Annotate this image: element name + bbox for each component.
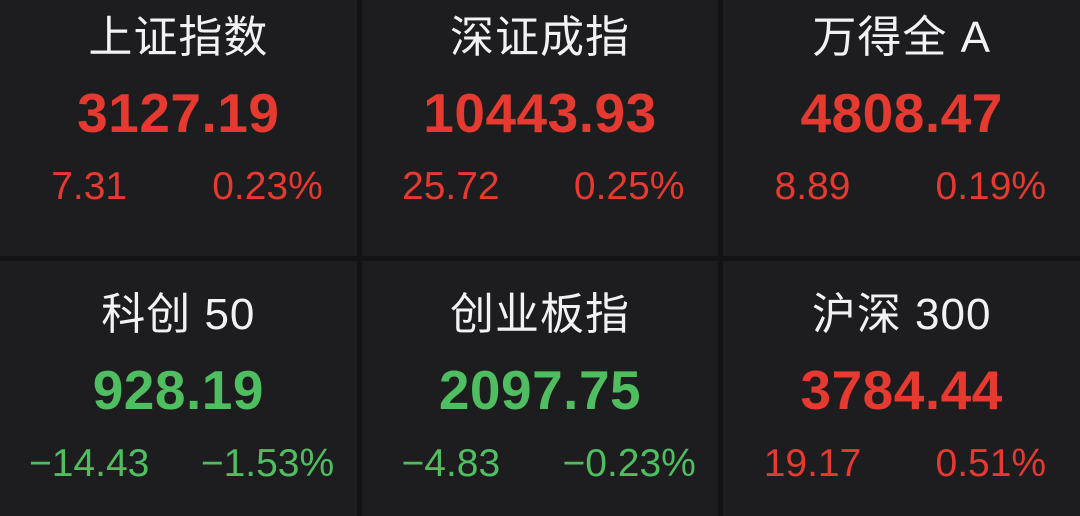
index-change: 7.31 (51, 164, 128, 208)
index-name: 沪深 300 (811, 290, 992, 340)
index-card-content: 科创 50 928.19 −14.43 −1.53% (0, 290, 357, 484)
index-name: 上证指数 (88, 12, 269, 62)
index-card-shanghai-composite[interactable]: 上证指数 3127.19 7.31 0.23% (0, 0, 357, 256)
index-change-percent: −1.53% (200, 442, 335, 486)
index-change-row: −4.83 −0.23% (362, 444, 719, 483)
index-value: 4808.47 (800, 81, 1003, 144)
index-change: −14.43 (28, 442, 150, 486)
index-value: 10443.93 (423, 81, 657, 144)
index-name: 万得全 A (812, 12, 991, 62)
index-card-chinext[interactable]: 创业板指 2097.75 −4.83 −0.23% (361, 260, 719, 516)
index-change-percent: −0.23% (562, 442, 696, 486)
index-change-row: 8.89 0.19% (723, 167, 1080, 206)
index-value: 2097.75 (438, 359, 642, 422)
index-card-content: 创业板指 2097.75 −4.83 −0.23% (362, 290, 719, 484)
index-change: 19.17 (763, 442, 862, 486)
index-value: 3784.44 (800, 359, 1003, 422)
index-card-csi-300[interactable]: 沪深 300 3784.44 19.17 0.51% (723, 260, 1080, 516)
index-change-row: −14.43 −1.53% (0, 444, 357, 483)
index-card-content: 深证成指 10443.93 25.72 0.25% (362, 12, 719, 206)
index-change: 8.89 (774, 164, 851, 208)
index-change-row: 25.72 0.25% (362, 167, 719, 206)
index-change: −4.83 (401, 442, 501, 486)
index-value: 928.19 (92, 359, 264, 422)
index-change-row: 19.17 0.51% (723, 444, 1080, 483)
index-card-shenzhen-component[interactable]: 深证成指 10443.93 25.72 0.25% (361, 0, 719, 256)
index-card-content: 万得全 A 4808.47 8.89 0.19% (723, 12, 1080, 206)
index-change-percent: 0.19% (935, 164, 1047, 208)
index-card-wind-all-a[interactable]: 万得全 A 4808.47 8.89 0.19% (723, 0, 1080, 256)
index-change-percent: 0.23% (212, 164, 323, 208)
index-change: 25.72 (402, 164, 500, 208)
index-name: 深证成指 (449, 12, 630, 62)
index-card-star-50[interactable]: 科创 50 928.19 −14.43 −1.53% (0, 260, 357, 516)
index-card-content: 上证指数 3127.19 7.31 0.23% (0, 12, 357, 206)
index-change-percent: 0.25% (573, 164, 685, 208)
index-change-percent: 0.51% (935, 442, 1047, 486)
index-change-row: 7.31 0.23% (0, 167, 357, 206)
index-name: 创业板指 (449, 290, 630, 340)
index-card-content: 沪深 300 3784.44 19.17 0.51% (723, 290, 1080, 484)
index-value: 3127.19 (77, 81, 280, 144)
index-name: 科创 50 (101, 290, 256, 340)
